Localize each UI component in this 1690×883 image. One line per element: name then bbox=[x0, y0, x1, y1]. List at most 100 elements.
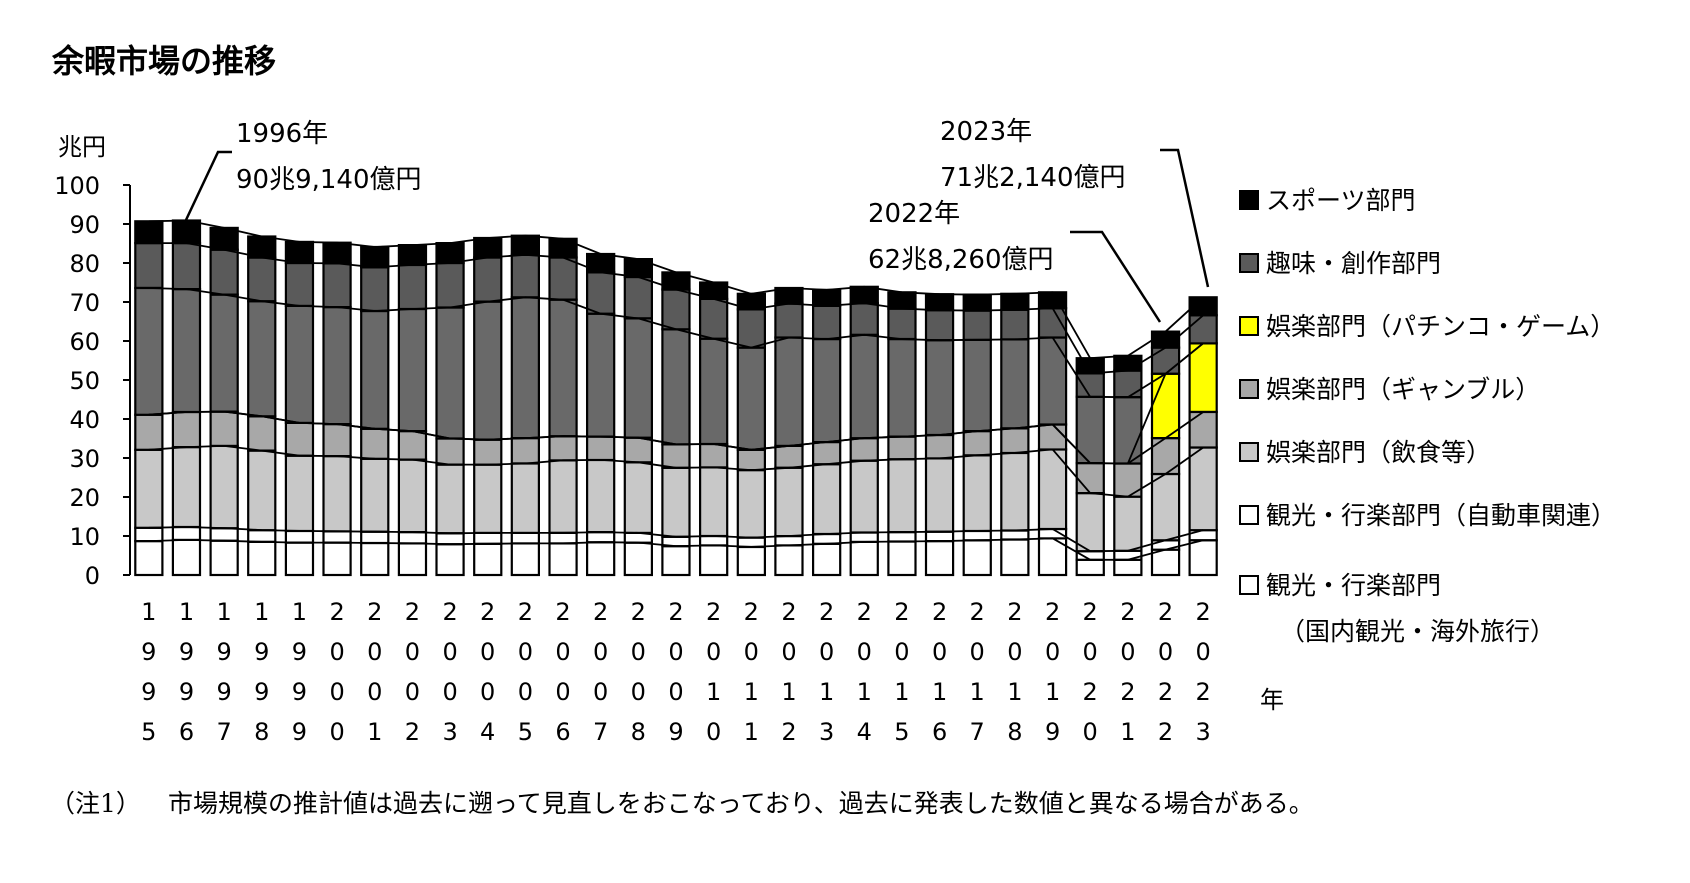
bar-segment bbox=[322, 455, 352, 533]
bar-segment bbox=[134, 539, 164, 577]
bar-segment bbox=[473, 542, 503, 577]
bar-segment bbox=[962, 293, 992, 312]
bar-segment bbox=[397, 458, 428, 534]
bar-segment bbox=[473, 438, 503, 466]
bar-segment bbox=[397, 307, 428, 433]
bar-segment bbox=[811, 463, 842, 536]
legend-item-gambling: 娯楽部門（ギャンブル） bbox=[1239, 375, 1540, 404]
bar-segment bbox=[548, 256, 578, 301]
bar-segment bbox=[924, 293, 955, 312]
bar-segment bbox=[962, 309, 992, 342]
bar-segment bbox=[962, 430, 992, 457]
y-axis: 0 10 20 30 40 50 60 70 80 90 100 bbox=[54, 172, 131, 590]
bar-segment bbox=[887, 435, 917, 461]
bar-segment bbox=[435, 437, 465, 466]
bar-segment bbox=[1000, 338, 1030, 430]
bar-segment bbox=[1037, 423, 1068, 451]
bar-segment bbox=[1188, 528, 1218, 542]
bar-segment bbox=[284, 261, 315, 308]
bar-segment bbox=[623, 461, 653, 534]
bar-segment bbox=[360, 530, 390, 545]
legend: スポーツ部門 趣味・創作部門 娯楽部門（パチンコ・ゲーム） 娯楽部門（ギャンブル… bbox=[1239, 186, 1616, 646]
annotation-2023-year: 2023年 bbox=[940, 117, 1032, 147]
bar-segment bbox=[360, 541, 390, 577]
legend-swatch-food bbox=[1239, 442, 1259, 462]
bar-segment bbox=[623, 317, 653, 439]
footnote-text: 市場規模の推計値は過去に遡って見直しをおこなっており、過去に発表した数値と異なる… bbox=[168, 789, 1314, 818]
bar-segment bbox=[736, 469, 766, 539]
bar-segment bbox=[736, 308, 766, 349]
bar-segment bbox=[134, 220, 164, 245]
bar-segment bbox=[284, 240, 315, 265]
annotation-2023-value: 71兆2,140億円 bbox=[940, 163, 1126, 193]
bar-segment bbox=[322, 262, 352, 309]
segment-boundary-lines bbox=[148, 219, 1204, 561]
y-tick-label: 20 bbox=[69, 484, 100, 512]
bar-segment bbox=[171, 525, 202, 541]
bar-segment bbox=[435, 242, 465, 265]
y-tick-label: 100 bbox=[54, 172, 100, 200]
bar-segment bbox=[397, 263, 428, 311]
bar-segment bbox=[209, 410, 239, 448]
bar-segment bbox=[510, 296, 540, 440]
bar-segment bbox=[774, 444, 804, 469]
bar-segment bbox=[209, 226, 239, 251]
bar-segment bbox=[171, 242, 202, 291]
legend-item-auto: 観光・行楽部門（自動車関連） bbox=[1239, 501, 1616, 530]
bar-segment bbox=[284, 421, 315, 457]
bar-segment bbox=[284, 454, 315, 533]
bar-segment bbox=[962, 539, 992, 577]
bar-segment bbox=[736, 346, 766, 451]
legend-swatch-tourism bbox=[1239, 575, 1259, 595]
value-annotations: 1996年 90兆9,140億円 2022年 62兆8,260億円 2023年 … bbox=[184, 117, 1210, 323]
bar-segment bbox=[698, 337, 729, 446]
bar-segment bbox=[510, 437, 540, 465]
bar-segment bbox=[360, 245, 390, 269]
boundary-line bbox=[148, 219, 1204, 360]
bar-segment bbox=[209, 248, 239, 296]
bar-segment bbox=[774, 466, 804, 538]
legend-swatch-pachinko-game bbox=[1239, 316, 1259, 336]
boundary-line bbox=[148, 526, 1204, 553]
bar-segment bbox=[510, 462, 540, 535]
bar-segment bbox=[473, 236, 503, 259]
bar-segment bbox=[1037, 448, 1068, 531]
legend-item-tourism: 観光・行楽部門 （国内観光・海外旅行） bbox=[1239, 571, 1555, 646]
annotation-2022-year: 2022年 bbox=[868, 199, 960, 229]
bar-segment bbox=[473, 463, 503, 535]
bar-segment bbox=[1113, 354, 1143, 372]
bar-segment bbox=[548, 435, 578, 462]
bar-segment bbox=[247, 256, 277, 303]
bar-segment bbox=[548, 531, 578, 545]
boundary-line bbox=[148, 537, 1204, 561]
y-tick-label: 90 bbox=[69, 211, 100, 239]
bar-segment bbox=[849, 459, 879, 534]
annotation-2022-leader bbox=[1070, 230, 1162, 323]
bar-segment bbox=[774, 302, 804, 339]
legend-item-hobby: 趣味・創作部門 bbox=[1239, 249, 1441, 278]
legend-label-tourism: 観光・行楽部門 bbox=[1266, 571, 1441, 600]
bar-segment bbox=[811, 338, 842, 444]
y-axis-unit-label: 兆円 bbox=[58, 133, 106, 161]
bar-segment bbox=[322, 423, 352, 458]
bar-segment bbox=[585, 458, 616, 534]
bar-segment bbox=[1188, 446, 1218, 532]
bar-segment bbox=[962, 529, 992, 542]
bar-segment bbox=[849, 285, 879, 305]
bar-segment bbox=[887, 338, 917, 438]
bar-segment bbox=[171, 288, 202, 414]
legend-label-hobby: 趣味・創作部門 bbox=[1266, 249, 1441, 278]
boundary-line bbox=[148, 287, 1204, 399]
bar-segment bbox=[849, 540, 879, 577]
